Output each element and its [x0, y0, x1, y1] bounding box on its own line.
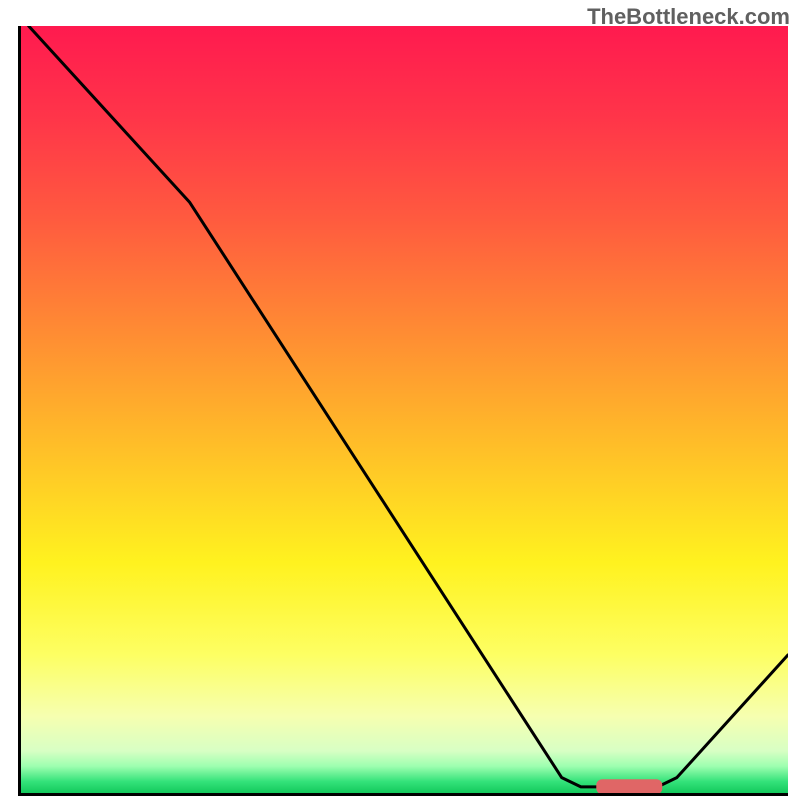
bottleneck-curve: [29, 26, 788, 787]
chart-container: TheBottleneck.com: [0, 0, 800, 800]
optimal-range-marker: [597, 779, 662, 794]
plot-area: [18, 26, 788, 796]
watermark-label: TheBottleneck.com: [587, 4, 790, 30]
curve-layer: [21, 26, 788, 793]
